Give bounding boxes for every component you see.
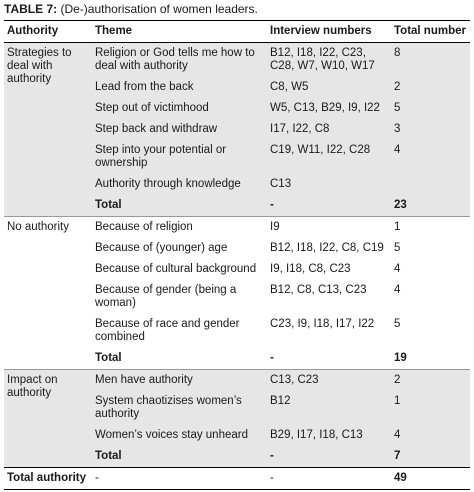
table-row: Women’s voices stay unheard B29, I17, I18… [4,425,470,446]
total-cell: 4 [394,284,401,296]
interviews-cell: C13 [267,174,391,195]
header-cell: Authority [4,20,92,43]
caption-text: (De-)authorisation of women leaders. [60,2,258,16]
theme-cell: Total [92,195,267,217]
total-cell: 2 [391,77,470,98]
table-row: Total -23 [4,195,470,217]
theme-cell: Because of gender (being a woman) [95,284,237,309]
interviews-cell: B12, C8, C13, C23 [270,284,367,296]
theme-cell: System chaotizises women’s authority [92,391,267,425]
total-cell: 5 [394,242,401,254]
header-row: Authority Theme Interview numbers Total num… [4,20,470,43]
table-row: Because of gender (being a woman) B12, C8… [4,280,470,314]
total-cell: 7 [391,446,470,468]
document: TABLE 7: (De-)authorisation of women lea… [4,2,470,490]
interviews-cell: B12, I18, I22, C8, C19 [270,242,384,254]
table-row: Step into your potential or ownership C19… [4,140,470,174]
theme-cell: Step back and withdraw [92,119,267,140]
authority-cell: No authority [4,216,92,370]
theme-cell: Women’s voices stay unheard [92,425,267,446]
footer-interviews: - [267,467,391,490]
theme-cell: Authority through knowledge [92,174,267,195]
interviews-cell: C13, C23 [267,369,391,391]
interviews-cell: B12 [267,391,391,425]
total-cell: 4 [391,140,470,174]
footer-theme: - [92,467,267,490]
interviews-cell: I17, I22, C8 [267,119,391,140]
theme-cell: Men have authority [92,369,267,391]
total-cell [391,174,470,195]
total-cell: 23 [391,195,470,217]
table-row: Total - 19 [4,348,470,370]
header-cell: Theme [92,20,267,43]
total-cell: 19 [394,352,407,364]
theme-cell: Because of (younger) age [95,242,228,254]
interviews-cell: I9 [267,216,391,238]
table-row: Because of cultural background I9, I18, C… [4,259,470,280]
table: Authority Theme Interview numbers Total num… [4,20,470,490]
theme-cell: Because of race and gender combined [95,318,240,343]
table-row: Step out of victimhood W5, C13, B29, I9, … [4,98,470,119]
total-cell: 4 [394,263,401,275]
interviews-cell: B12, I18, I22, C23, C28, W7, W10, W17 [267,42,391,77]
caption-label: TABLE 7: [4,2,58,16]
theme-cell: Total [92,446,267,468]
table-row: Authority through knowledge C13 [4,174,470,195]
authority-cell: Impact on authority [4,369,92,468]
interviews-cell: - [267,195,391,217]
total-cell: 4 [391,425,470,446]
total-cell: 5 [394,318,401,330]
table-row: Because of (younger) age B12, I18, I22, C… [4,238,470,259]
table-row: Total -7 [4,446,470,468]
interviews-cell: - [267,446,391,468]
footer-label: Total authority [4,467,92,490]
interviews-cell: C19, W11, I22, C28 [267,140,391,174]
table-row: Strategies to deal with authority Religio… [4,42,470,217]
theme-cell: Step out of victimhood [92,98,267,119]
footer-total: 49 [391,467,470,490]
table-row: Step back and withdraw I17, I22, C8 3 [4,119,470,140]
header-cell: Interview numbers [267,20,391,43]
total-cell: 1 [391,391,470,425]
table-row: System chaotizises women’s authority B12 1 [4,391,470,425]
total-cell: 8 [391,42,470,77]
table-row: Because of race and gender combined C23, … [4,314,470,348]
table-row: Lead from the back C8, W5 2 [4,77,470,98]
footer-row: Total authority - -49 [4,467,470,490]
theme-cell: Total [95,352,122,364]
interviews-cell: W5, C13, B29, I9, I22 [267,98,391,119]
total-cell: 2 [391,369,470,391]
interviews-cell: I9, I18, C8, C23 [270,263,351,275]
interviews-cell: B29, I17, I18, C13 [267,425,391,446]
table-caption: TABLE 7: (De-)authorisation of women lea… [4,2,470,17]
theme-cell: Step into your potential or ownership [92,140,267,174]
theme-cell: Religion or God tells me how to deal wit… [92,42,267,77]
table-row: No authority Because of religion I9 1 [4,216,470,370]
theme-cell: Because of religion [92,216,267,238]
authority-cell: Strategies to deal with authority [4,42,92,217]
interviews-cell: - [270,352,274,364]
table-row: Impact on authority Men have authority C13… [4,369,470,468]
theme-cell: Lead from the back [92,77,267,98]
header-cell: Total number [391,20,470,43]
interviews-cell: C23, I9, I18, I17, I22 [270,318,375,330]
total-cell: 5 [391,98,470,119]
total-cell: 1 [391,216,470,238]
total-cell: 3 [391,119,470,140]
theme-cell: Because of cultural background [95,263,257,275]
interviews-cell: C8, W5 [267,77,391,98]
